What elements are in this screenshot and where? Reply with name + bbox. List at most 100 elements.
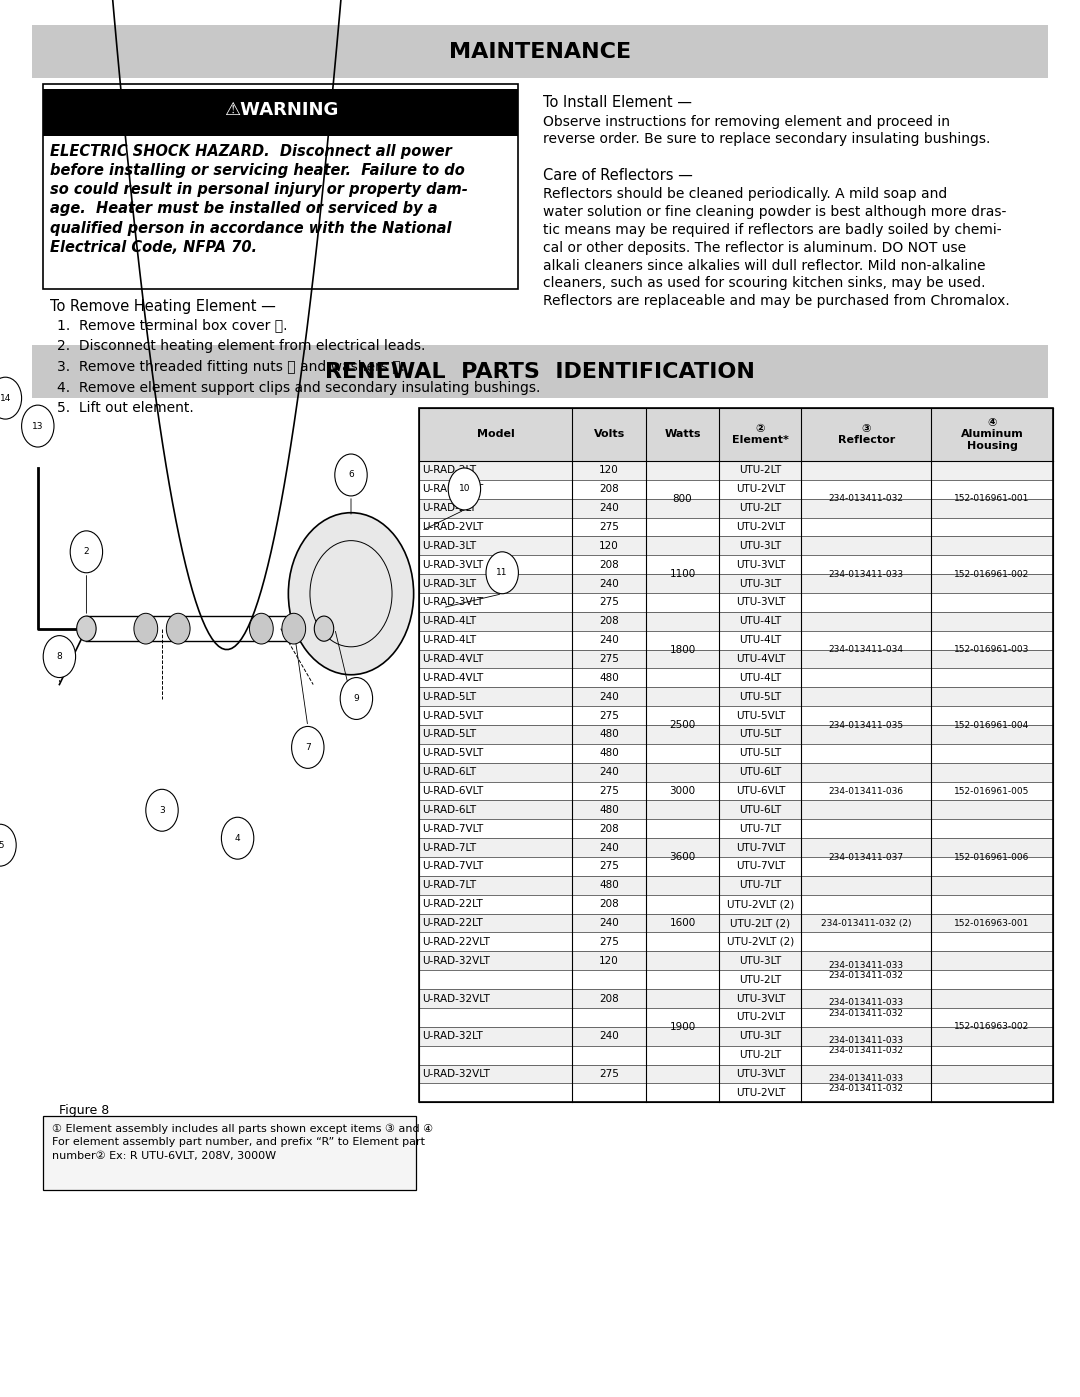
Text: U-RAD-32VLT: U-RAD-32VLT: [422, 1069, 490, 1078]
Text: Volts: Volts: [594, 429, 624, 440]
Text: U-RAD-6LT: U-RAD-6LT: [422, 805, 476, 814]
Text: UTU-2VLT: UTU-2VLT: [735, 485, 785, 495]
Circle shape: [288, 513, 414, 675]
Text: 3.  Remove threaded fitting nuts ⓘ and washers ⓗ.: 3. Remove threaded fitting nuts ⓘ and wa…: [57, 360, 405, 374]
Text: 120: 120: [599, 465, 619, 475]
Text: UTU-7LT: UTU-7LT: [739, 824, 782, 834]
Text: 152-016963-001: 152-016963-001: [955, 919, 1029, 928]
Circle shape: [146, 789, 178, 831]
Circle shape: [221, 817, 254, 859]
Text: 480: 480: [599, 729, 619, 739]
Text: 2: 2: [83, 548, 90, 556]
Text: UTU-3VLT: UTU-3VLT: [735, 560, 785, 570]
Text: U-RAD-7VLT: U-RAD-7VLT: [422, 862, 484, 872]
Text: 9: 9: [353, 694, 360, 703]
Text: 3000: 3000: [670, 787, 696, 796]
Text: 4.  Remove element support clips and secondary insulating bushings.: 4. Remove element support clips and seco…: [57, 380, 541, 394]
Text: 234-013411-033
234-013411-032: 234-013411-033 234-013411-032: [828, 1037, 904, 1055]
Bar: [419, 556, 1053, 574]
Circle shape: [335, 454, 367, 496]
Text: ②
Element*: ② Element*: [732, 423, 788, 446]
Text: UTU-3LT: UTU-3LT: [739, 956, 782, 965]
Bar: [419, 408, 1053, 1102]
Text: 14: 14: [0, 394, 11, 402]
Text: 1100: 1100: [670, 569, 696, 580]
Text: 800: 800: [673, 493, 692, 504]
Text: U-RAD-4LT: U-RAD-4LT: [422, 616, 476, 626]
Text: 240: 240: [599, 1031, 619, 1041]
Text: 208: 208: [599, 616, 619, 626]
Text: UTU-4LT: UTU-4LT: [739, 673, 782, 683]
Circle shape: [134, 613, 158, 644]
Text: ① Element assembly includes all parts shown except items ③ and ④
For element ass: ① Element assembly includes all parts sh…: [52, 1123, 433, 1161]
Text: U-RAD-3VLT: U-RAD-3VLT: [422, 598, 484, 608]
Circle shape: [70, 531, 103, 573]
Text: UTU-5LT: UTU-5LT: [739, 729, 782, 739]
Text: 3: 3: [159, 806, 165, 814]
Text: U-RAD-5LT: U-RAD-5LT: [422, 692, 476, 701]
Text: UTU-2VLT (2): UTU-2VLT (2): [727, 900, 794, 909]
Text: UTU-6VLT: UTU-6VLT: [735, 787, 785, 796]
Text: UTU-2LT: UTU-2LT: [739, 503, 782, 513]
Text: 208: 208: [599, 485, 619, 495]
Text: U-RAD-5VLT: U-RAD-5VLT: [422, 711, 484, 721]
Circle shape: [486, 552, 518, 594]
Text: 480: 480: [599, 880, 619, 890]
Text: U-RAD-32LT: U-RAD-32LT: [422, 1031, 483, 1041]
Bar: [419, 1009, 1053, 1027]
Bar: [419, 933, 1053, 951]
Bar: [419, 800, 1053, 820]
Bar: [419, 1065, 1053, 1084]
Text: ④
Aluminum
Housing: ④ Aluminum Housing: [960, 418, 1024, 451]
Bar: [419, 1027, 1053, 1045]
Text: UTU-3LT: UTU-3LT: [739, 541, 782, 550]
Text: 234-013411-032: 234-013411-032: [828, 495, 904, 503]
Text: Watts: Watts: [664, 429, 701, 440]
Text: Model: Model: [477, 429, 514, 440]
Text: 152-016961-005: 152-016961-005: [955, 787, 1029, 795]
Circle shape: [314, 616, 334, 641]
Text: U-RAD-2VLT: U-RAD-2VLT: [422, 485, 484, 495]
Bar: [419, 669, 1053, 687]
Text: 2500: 2500: [670, 719, 696, 731]
Text: UTU-5VLT: UTU-5VLT: [735, 711, 785, 721]
Text: 4: 4: [234, 834, 241, 842]
Text: U-RAD-3LT: U-RAD-3LT: [422, 578, 476, 588]
Bar: [419, 1045, 1053, 1065]
Text: U-RAD-2LT: U-RAD-2LT: [422, 503, 476, 513]
Text: 7: 7: [305, 743, 311, 752]
Text: U-RAD-32VLT: U-RAD-32VLT: [422, 993, 490, 1003]
Text: UTU-3LT: UTU-3LT: [739, 1031, 782, 1041]
Text: 8: 8: [56, 652, 63, 661]
Text: UTU-3VLT: UTU-3VLT: [735, 598, 785, 608]
Text: 234-013411-035: 234-013411-035: [828, 721, 904, 729]
Text: Reflectors should be cleaned periodically. A mild soap and
water solution or fin: Reflectors should be cleaned periodicall…: [543, 187, 1010, 309]
Bar: [32, 345, 1048, 398]
Text: UTU-4LT: UTU-4LT: [739, 616, 782, 626]
Bar: [419, 1084, 1053, 1102]
Text: UTU-2VLT (2): UTU-2VLT (2): [727, 937, 794, 947]
Text: 10: 10: [459, 485, 470, 493]
Bar: [419, 895, 1053, 914]
Text: 275: 275: [599, 787, 619, 796]
Text: 240: 240: [599, 842, 619, 852]
Text: 120: 120: [599, 956, 619, 965]
Text: UTU-3LT: UTU-3LT: [739, 578, 782, 588]
Text: 234-013411-033
234-013411-032: 234-013411-033 234-013411-032: [828, 999, 904, 1017]
Text: 6: 6: [348, 471, 354, 479]
Text: U-RAD-5VLT: U-RAD-5VLT: [422, 749, 484, 759]
Text: 275: 275: [599, 522, 619, 532]
Text: 240: 240: [599, 692, 619, 701]
Circle shape: [340, 678, 373, 719]
Text: U-RAD-4VLT: U-RAD-4VLT: [422, 654, 484, 664]
Text: 152-016961-006: 152-016961-006: [955, 852, 1029, 862]
Bar: [419, 989, 1053, 1009]
Text: UTU-7VLT: UTU-7VLT: [735, 842, 785, 852]
Bar: [419, 408, 1053, 461]
Text: 208: 208: [599, 824, 619, 834]
Bar: [419, 782, 1053, 800]
Text: U-RAD-3LT: U-RAD-3LT: [422, 541, 476, 550]
Circle shape: [282, 613, 306, 644]
Text: 275: 275: [599, 711, 619, 721]
Bar: [419, 763, 1053, 782]
